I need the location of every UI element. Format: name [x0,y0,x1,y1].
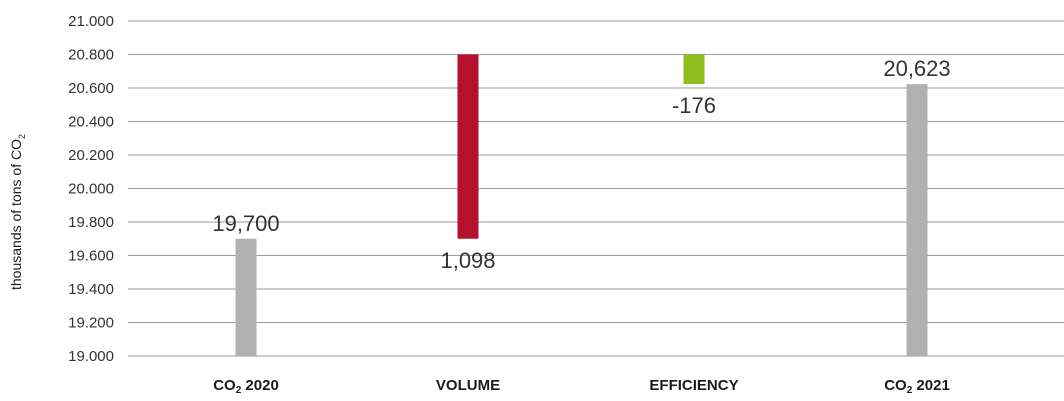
x-axis-categories: CO2 2020 VOLUME EFFICIENCY CO2 2021 [213,377,950,396]
y-tick-label: 19.000 [68,348,114,365]
x-category-label-main: CO [213,377,236,394]
x-category-label-subscript: 2 [907,385,913,396]
x-category-label-tail: 2020 [241,377,279,394]
y-tick-label: 19.800 [68,214,114,231]
y-axis-title: thousands of tons of CO2 [8,134,27,290]
x-category-label-main: CO [884,377,907,394]
bar-value-label: 1,098 [440,248,495,273]
y-tick-label: 19.600 [68,248,114,265]
y-tick-label: 20.200 [68,147,114,164]
x-category-label-tail: 2021 [912,377,950,394]
y-tick-label: 20.000 [68,181,114,198]
data-labels: 19,700 1,098 -176 20,623 [212,56,950,273]
bar-value-label: 19,700 [212,211,279,236]
y-tick-label: 21.000 [68,13,114,30]
y-tick-label: 19.200 [68,315,114,332]
y-tick-label: 20.800 [68,47,114,64]
bar-value-label: -176 [672,93,716,118]
y-tick-label: 19.400 [68,281,114,298]
x-category-label: CO2 2021 [884,377,950,396]
bar-value-label: 20,623 [883,56,950,81]
x-category-label: EFFICIENCY [649,377,738,394]
x-category-label: CO2 2020 [213,377,279,396]
bar [906,84,928,357]
y-axis-title-text: thousands of tons of CO [8,139,24,290]
y-tick-label: 20.600 [68,80,114,97]
bar [683,54,705,84]
gridlines [128,20,1064,357]
y-tick-label: 20.400 [68,114,114,131]
y-axis-title-subscript: 2 [17,134,27,139]
x-category-label-main: VOLUME [436,377,500,394]
x-category-label-subscript: 2 [236,385,242,396]
x-category-label-main: EFFICIENCY [649,377,738,394]
bars [235,54,928,357]
y-axis-ticks: 19.000 19.200 19.400 19.600 19.800 20.000 20.2… [68,13,114,365]
bar [457,54,479,239]
bar [235,238,257,356]
x-category-label: VOLUME [436,377,500,394]
